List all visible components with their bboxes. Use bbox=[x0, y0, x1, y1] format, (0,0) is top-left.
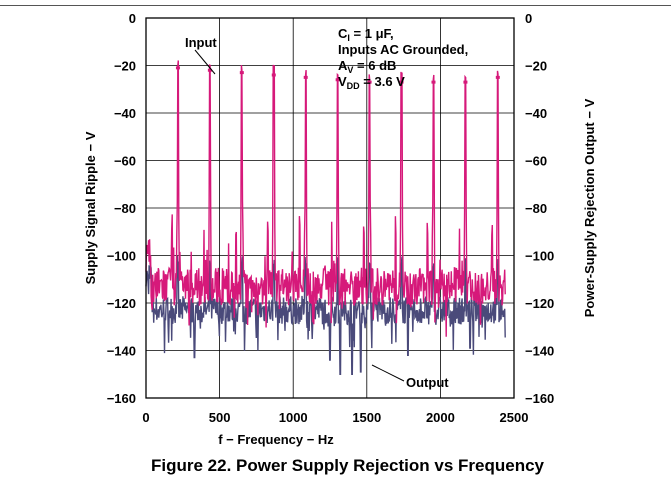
cond-v-value: = 3.6 V bbox=[360, 74, 405, 89]
input-pointer bbox=[194, 49, 216, 75]
svg-text:VDD = 3.6 V: VDD = 3.6 V bbox=[338, 74, 405, 91]
y-tick-label-left: −140 bbox=[107, 344, 136, 359]
x-tick-label: 500 bbox=[209, 410, 231, 425]
test-conditions: CI = 1 μF, Inputs AC Grounded, AV = 6 dB… bbox=[338, 26, 468, 91]
cond-a-value: = 6 dB bbox=[353, 58, 396, 73]
y-axis-label-right: Power-Supply Rejection Output − V bbox=[582, 98, 597, 317]
caption-text: Figure 22. Power Supply Rejection vs Fre… bbox=[150, 456, 544, 475]
cond-c-sub: I bbox=[347, 33, 350, 43]
svg-text:CI = 1 μF,: CI = 1 μF, bbox=[338, 26, 394, 43]
y-tick-label-left: −80 bbox=[114, 201, 136, 216]
y-tick-label-right: −120 bbox=[525, 296, 554, 311]
cond-v-sub: DD bbox=[347, 81, 360, 91]
ticks: 0 500 1000 1500 2000 2500 0 0 −20 −20 −40 −40 −60 −60… bbox=[107, 11, 555, 425]
y-tick-label-right: −160 bbox=[525, 391, 554, 406]
y-tick-label-left: −20 bbox=[114, 59, 136, 74]
y-tick-label-left: −100 bbox=[107, 249, 136, 264]
x-tick-label: 1500 bbox=[352, 410, 381, 425]
y-tick-label-left: 0 bbox=[129, 11, 136, 26]
top-rule bbox=[0, 5, 671, 6]
x-axis-label: f − Frequency − Hz bbox=[218, 432, 334, 447]
y-tick-label-left: −40 bbox=[114, 106, 136, 121]
y-tick-label-right: −140 bbox=[525, 344, 554, 359]
y-tick-label-right: −20 bbox=[525, 59, 547, 74]
output-annotation: Output bbox=[406, 375, 449, 390]
cond-a-sub: V bbox=[347, 65, 353, 75]
plot-frame bbox=[145, 17, 515, 399]
x-tick-label: 2500 bbox=[500, 410, 529, 425]
svg-text:AV = 6 dB: AV = 6 dB bbox=[338, 58, 396, 75]
cond-c-value: = 1 μF, bbox=[350, 26, 394, 41]
y-tick-label-left: −60 bbox=[114, 154, 136, 169]
cond-v: V bbox=[338, 74, 347, 89]
y-tick-label-right: 0 bbox=[525, 11, 532, 26]
cond-c: C bbox=[338, 26, 348, 41]
input-annotation: Input bbox=[185, 35, 217, 50]
output-pointer bbox=[371, 364, 405, 382]
y-tick-label-right: −60 bbox=[525, 154, 547, 169]
x-tick-label: 0 bbox=[142, 410, 149, 425]
figure-caption: Figure 22. Power Supply Rejection vs Fre… bbox=[0, 456, 671, 476]
input-trace bbox=[145, 60, 506, 337]
y-tick-label-left: −120 bbox=[107, 296, 136, 311]
cond-a: A bbox=[338, 58, 348, 73]
y-tick-label-right: −80 bbox=[525, 201, 547, 216]
cond-inputs: Inputs AC Grounded, bbox=[338, 42, 468, 57]
x-tick-label: 1000 bbox=[279, 410, 308, 425]
y-tick-label-left: −160 bbox=[107, 391, 136, 406]
series-group bbox=[145, 60, 506, 375]
y-tick-label-right: −40 bbox=[525, 106, 547, 121]
y-axis-label-left: Supply Signal Ripple − V bbox=[83, 131, 98, 284]
x-tick-label: 2000 bbox=[426, 410, 455, 425]
y-tick-label-right: −100 bbox=[525, 249, 554, 264]
